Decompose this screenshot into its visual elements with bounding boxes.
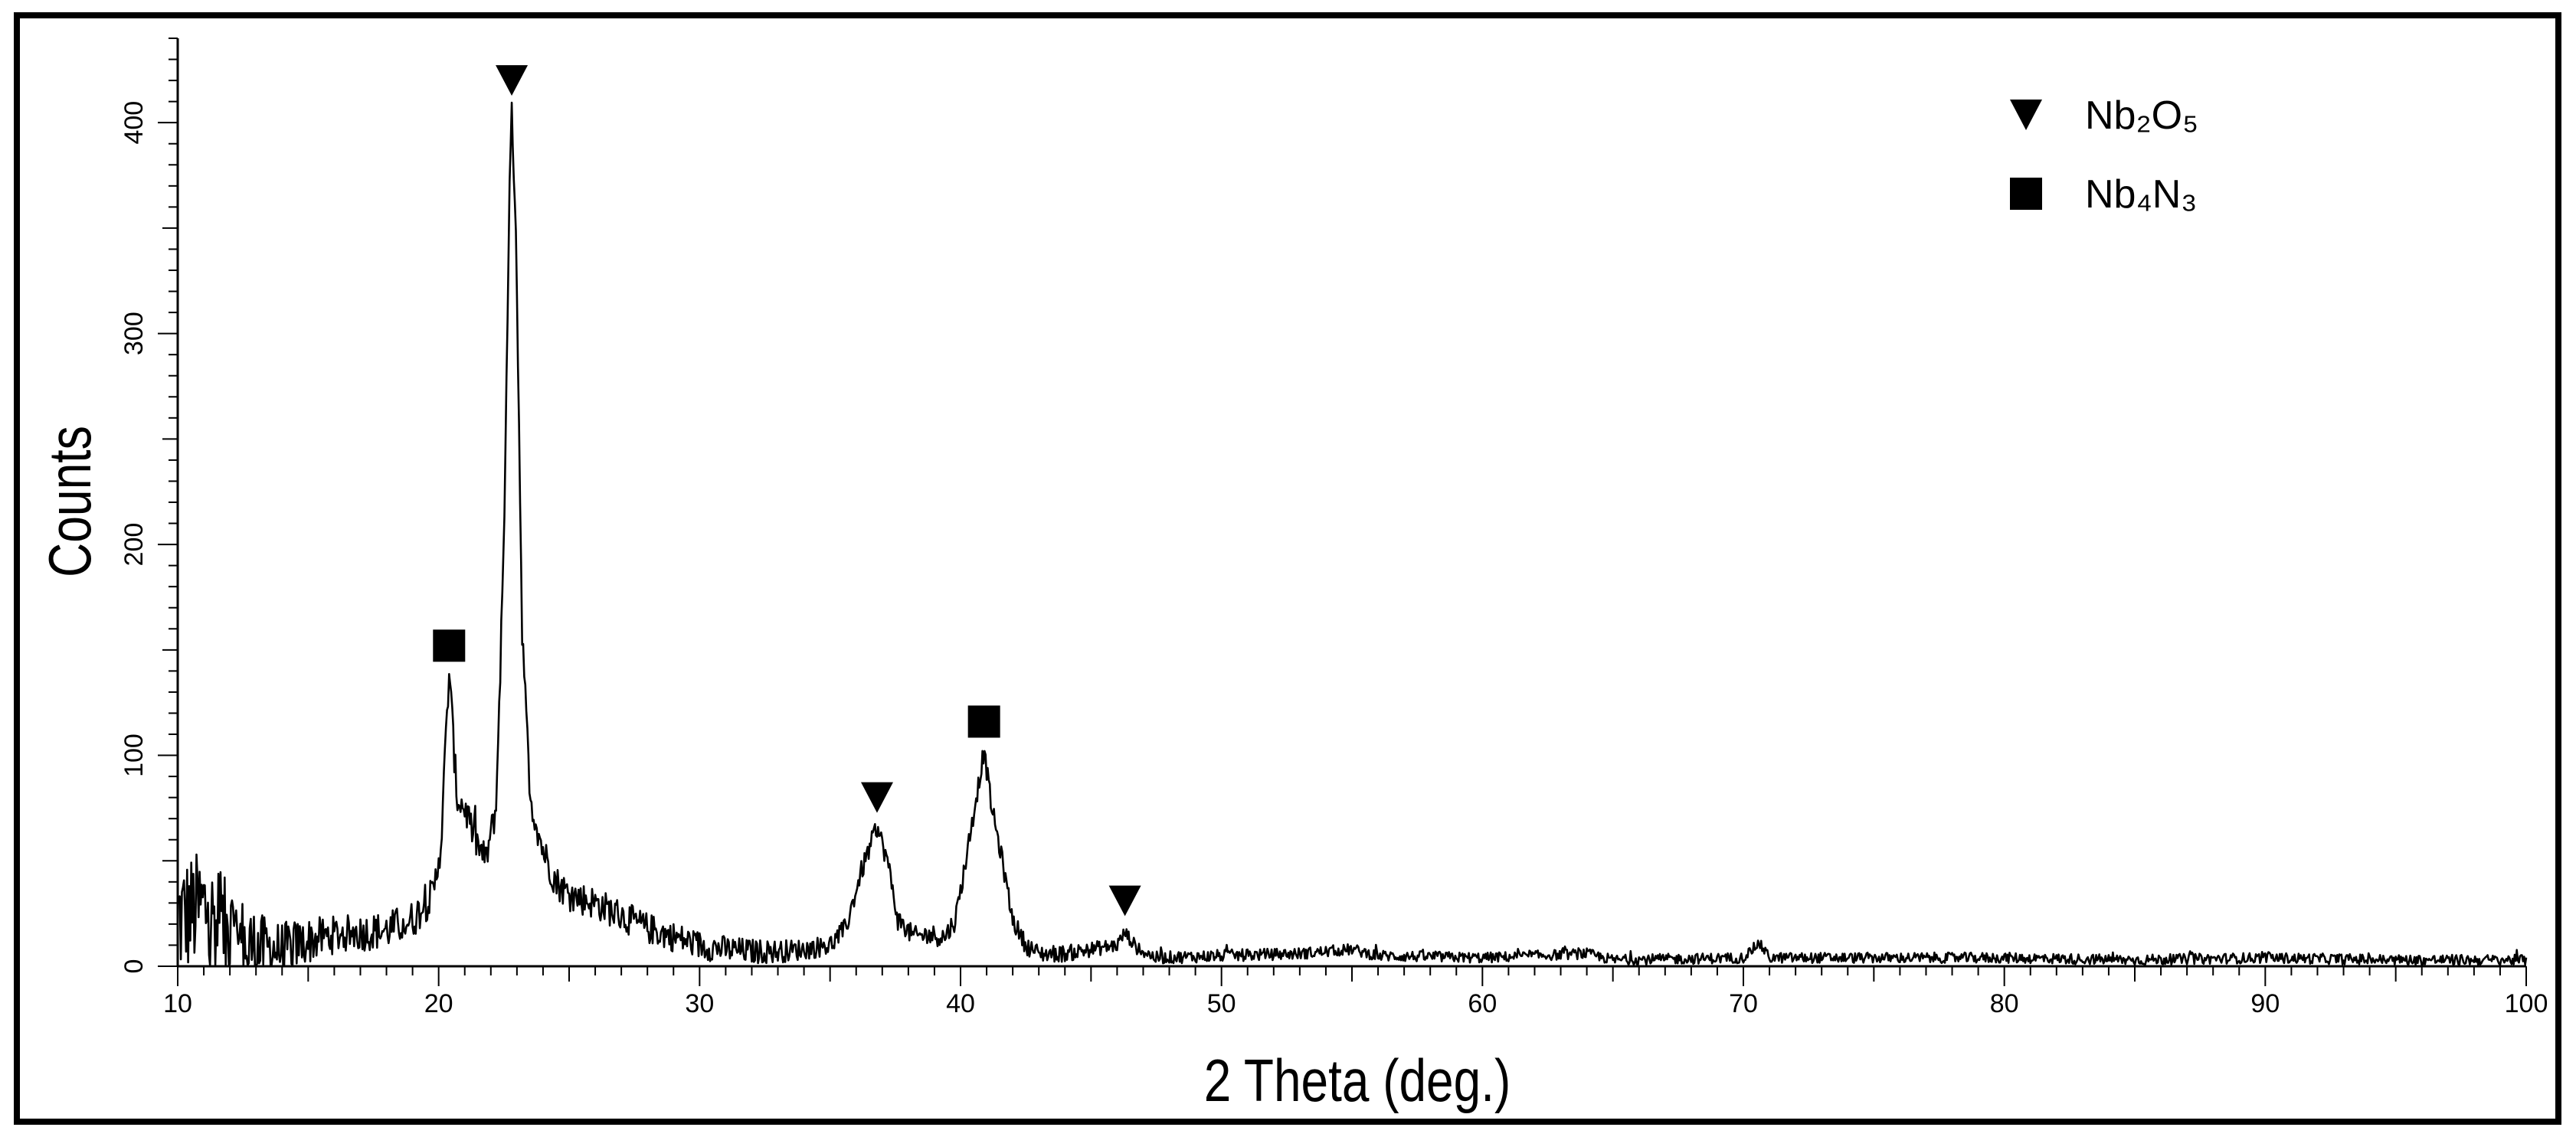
legend-label: Nb₂O₅ <box>2085 93 2198 138</box>
x-tick-label: 90 <box>2250 989 2280 1018</box>
y-tick-label: 300 <box>119 312 149 355</box>
x-axis-title: 2 Theta (deg.) <box>1204 1047 1511 1114</box>
y-tick-label: 200 <box>119 523 149 567</box>
plot-axes: 10 20 30 40 50 60 70 80 90 100 0 100 200 300 400 <box>119 38 2548 1018</box>
x-tick-label: 40 <box>946 989 975 1018</box>
x-tick-label: 20 <box>424 989 453 1018</box>
x-tick-label: 100 <box>2505 989 2548 1018</box>
x-tick-label: 60 <box>1468 989 1497 1018</box>
xrd-pattern-line <box>176 101 2528 968</box>
y-tick-label: 100 <box>119 733 149 777</box>
legend: Nb₂O₅ Nb₄N₃ <box>2010 93 2198 217</box>
peak-markers <box>433 65 1141 916</box>
y-tick-label: 0 <box>119 959 149 974</box>
x-tick-label: 50 <box>1207 989 1236 1018</box>
legend-label: Nb₄N₃ <box>2085 172 2197 217</box>
x-tick-label: 10 <box>163 989 192 1018</box>
x-tick-label: 70 <box>1729 989 1758 1018</box>
series-layer <box>176 101 2528 968</box>
x-tick-label: 80 <box>1990 989 2019 1018</box>
legend-square-icon <box>2010 178 2042 210</box>
legend-triangle-icon <box>2010 100 2042 130</box>
triangle-peak-marker <box>496 65 529 96</box>
square-peak-marker <box>967 705 1000 738</box>
triangle-peak-marker <box>1108 885 1141 916</box>
y-axis-title: Counts <box>36 426 103 577</box>
square-peak-marker <box>433 629 466 662</box>
y-tick-label: 400 <box>119 101 149 145</box>
triangle-peak-marker <box>860 782 893 813</box>
x-tick-label: 30 <box>685 989 714 1018</box>
chart-border <box>14 12 2561 1125</box>
